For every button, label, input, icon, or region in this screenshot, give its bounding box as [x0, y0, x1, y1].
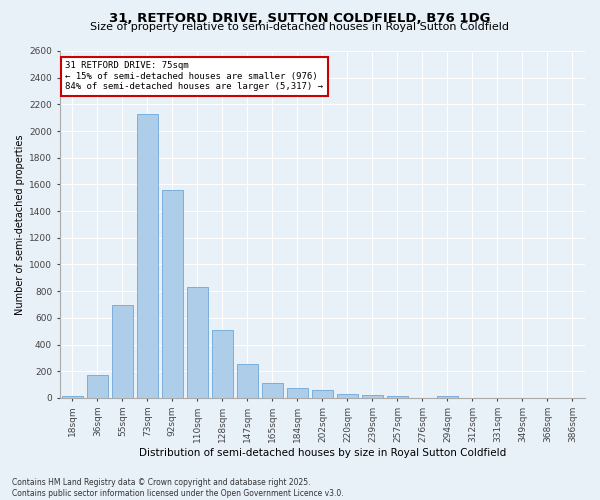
Bar [337, 394, 358, 398]
Y-axis label: Number of semi-detached properties: Number of semi-detached properties [15, 134, 25, 314]
Bar [62, 396, 83, 398]
Bar [212, 330, 233, 398]
X-axis label: Distribution of semi-detached houses by size in Royal Sutton Coldfield: Distribution of semi-detached houses by … [139, 448, 506, 458]
Bar [437, 396, 458, 398]
Bar [187, 287, 208, 398]
Bar [262, 382, 283, 398]
Text: Size of property relative to semi-detached houses in Royal Sutton Coldfield: Size of property relative to semi-detach… [91, 22, 509, 32]
Bar [387, 396, 408, 398]
Text: 31, RETFORD DRIVE, SUTTON COLDFIELD, B76 1DG: 31, RETFORD DRIVE, SUTTON COLDFIELD, B76… [109, 12, 491, 26]
Bar [112, 304, 133, 398]
Bar [162, 190, 183, 398]
Bar [362, 396, 383, 398]
Bar [312, 390, 333, 398]
Text: 31 RETFORD DRIVE: 75sqm
← 15% of semi-detached houses are smaller (976)
84% of s: 31 RETFORD DRIVE: 75sqm ← 15% of semi-de… [65, 62, 323, 91]
Text: Contains HM Land Registry data © Crown copyright and database right 2025.
Contai: Contains HM Land Registry data © Crown c… [12, 478, 344, 498]
Bar [237, 364, 258, 398]
Bar [137, 114, 158, 398]
Bar [86, 374, 108, 398]
Bar [287, 388, 308, 398]
